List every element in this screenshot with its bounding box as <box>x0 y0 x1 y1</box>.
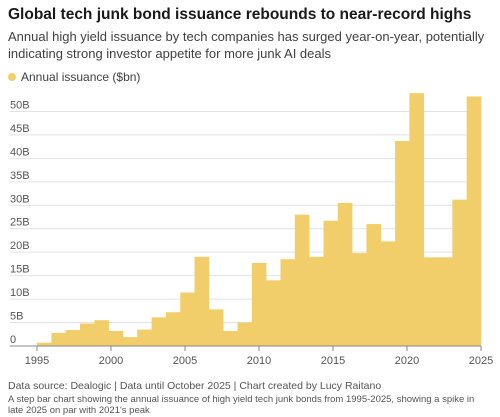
chart-subtitle: Annual high yield issuance by tech compa… <box>8 29 485 61</box>
y-tick-label: 50B <box>10 99 30 111</box>
bar-2023 <box>438 257 453 346</box>
x-tick-label: 1995 <box>25 355 49 367</box>
bar-2017 <box>352 253 367 346</box>
bar-1996 <box>51 332 66 346</box>
y-tick-label: 10B <box>10 287 30 299</box>
bar-2022 <box>423 257 439 346</box>
bar-2000 <box>108 330 124 346</box>
x-tick-label: 2010 <box>247 355 271 367</box>
legend-swatch <box>8 73 16 81</box>
bar-2013 <box>294 214 310 346</box>
x-tick-label: 2025 <box>469 355 493 367</box>
bar-2007 <box>208 309 224 346</box>
bar-2010 <box>251 262 267 346</box>
chart-area: 0 5B 10B 15B 20B 25B 30B 35B 40B 45B 50B 1995 2000 20… <box>10 93 493 367</box>
bar-2001 <box>122 337 138 346</box>
bar-2012 <box>280 259 296 346</box>
x-tick-label: 2000 <box>99 355 123 367</box>
y-tick-label: 15B <box>10 264 30 276</box>
bar-2016 <box>337 202 353 346</box>
bar-2006 <box>194 256 210 346</box>
bar-2019 <box>380 241 396 346</box>
x-tick-label: 2020 <box>395 355 419 367</box>
chart-title: Global tech junk bond issuance rebounds … <box>8 6 472 23</box>
bar-1997 <box>65 330 81 346</box>
legend-label: Annual issuance ($bn) <box>21 70 141 84</box>
x-tick-label: 2015 <box>321 355 345 367</box>
bar-2015 <box>323 220 339 346</box>
bar-2014 <box>309 256 324 346</box>
axes: 0 5B 10B 15B 20B 25B 30B 35B 40B 45B 50B 1995 2000 20… <box>10 99 493 367</box>
x-tick-label: 2005 <box>173 355 197 367</box>
bar-1998 <box>79 323 95 346</box>
y-tick-label: 35B <box>10 170 30 182</box>
bar-1999 <box>94 320 109 346</box>
y-tick-label: 20B <box>10 240 30 252</box>
y-tick-label: 45B <box>10 123 30 135</box>
bar-2005 <box>180 292 195 346</box>
y-tick-label: 25B <box>10 217 30 229</box>
bar-2003 <box>151 317 167 346</box>
bar-2024 <box>452 199 467 346</box>
bar-2004 <box>165 312 181 346</box>
bar-2008 <box>223 330 238 346</box>
bar-2009 <box>237 322 253 346</box>
bar-2002 <box>137 329 152 346</box>
source-note: Data source: Dealogic | Data until Octob… <box>8 380 382 392</box>
bar-2025 <box>466 96 482 346</box>
bars <box>37 93 482 346</box>
bar-2011 <box>266 280 281 346</box>
bar-2020 <box>395 141 410 346</box>
y-tick-label: 0 <box>10 334 16 346</box>
legend: Annual issuance ($bn) <box>8 70 140 84</box>
y-tick-label: 5B <box>10 311 23 323</box>
y-tick-label: 30B <box>10 193 30 205</box>
bar-1995 <box>37 342 52 346</box>
bar-2018 <box>366 224 382 346</box>
bar-2021 <box>409 93 425 346</box>
y-tick-label: 40B <box>10 146 30 158</box>
chart-caption: A step bar chart showing the annual issu… <box>8 394 475 416</box>
